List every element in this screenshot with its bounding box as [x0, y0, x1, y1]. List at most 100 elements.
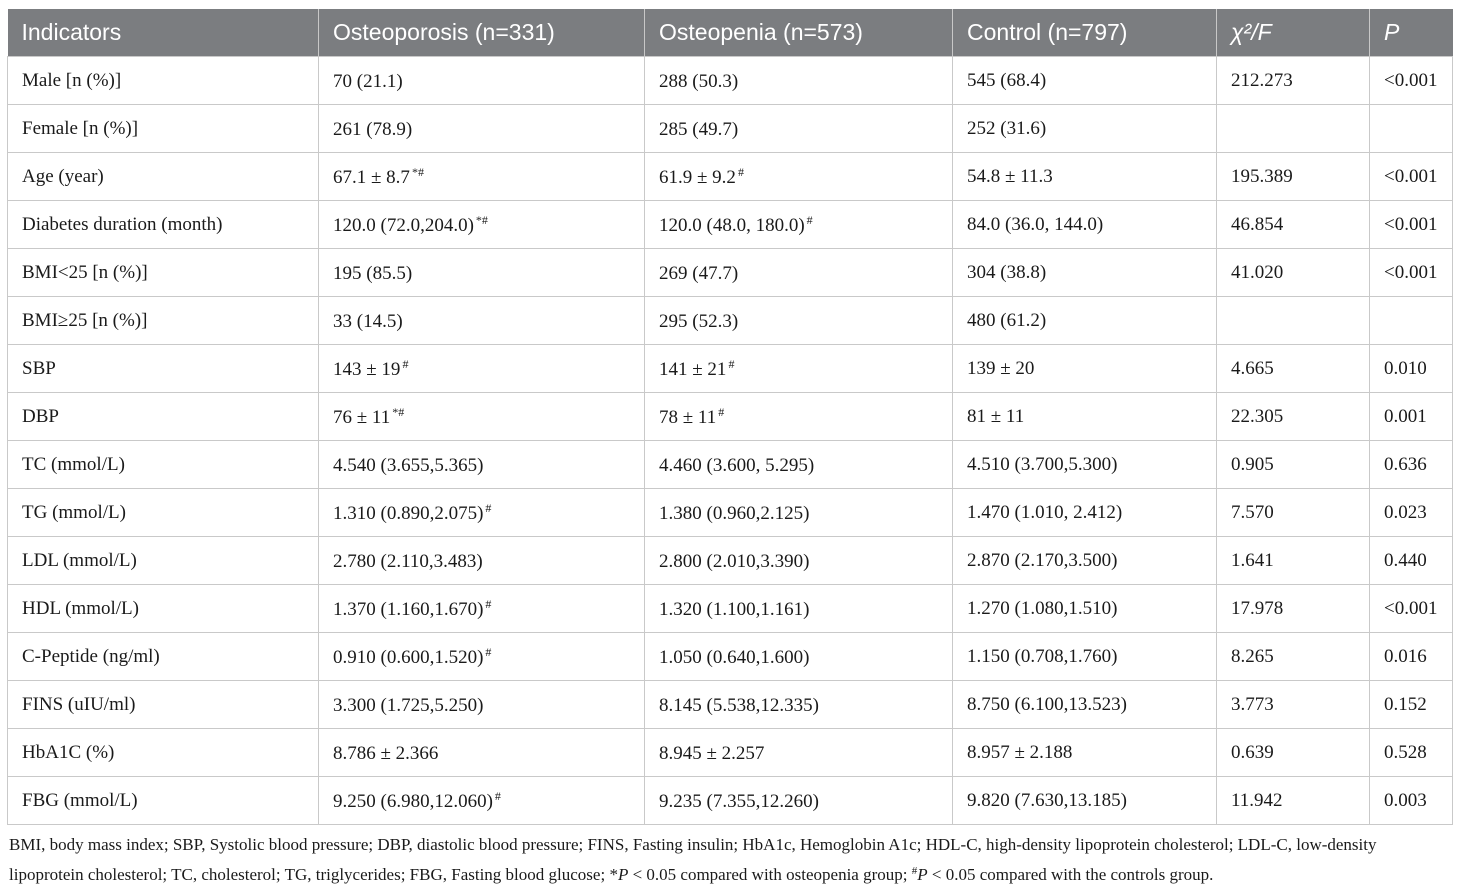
cell-osteoporosis-value: 67.1 ± 8.7 [333, 166, 410, 188]
table-row: Age (year) 67.1 ± 8.7 *# 61.9 ± 9.2 #54.8 ± … [7, 152, 1453, 201]
cell-osteoporosis: 76 ± 11 *# [318, 392, 645, 441]
cell-statistic-value: 8.265 [1231, 645, 1274, 667]
cell-statistic-value: 3.773 [1231, 693, 1274, 715]
cell-statistic-value: 46.854 [1231, 213, 1284, 235]
cell-control-value: 1.150 (0.708,1.760) [967, 645, 1118, 667]
cell-osteopenia-value: 285 (49.7) [659, 118, 739, 140]
cell-statistic: 11.942 [1216, 776, 1370, 825]
cell-control-value: 304 (38.8) [967, 261, 1047, 283]
cell-osteoporosis: 1.310 (0.890,2.075) # [318, 488, 645, 537]
cell-p-value-value: 0.636 [1384, 453, 1427, 475]
cell-control-value: 1.270 (1.080,1.510) [967, 597, 1118, 619]
cell-osteopenia-value: 120.0 (48.0, 180.0) [659, 214, 805, 236]
cell-indicator: Diabetes duration (month) [7, 200, 319, 249]
significance-mark: # [485, 596, 492, 611]
cell-osteoporosis-value: 3.300 (1.725,5.250) [333, 694, 484, 716]
cell-statistic-value: 11.942 [1231, 789, 1283, 811]
cell-statistic: 41.020 [1216, 248, 1370, 297]
cell-statistic: 195.389 [1216, 152, 1370, 201]
cell-control: 304 (38.8) [952, 248, 1217, 297]
cell-statistic: 1.641 [1216, 536, 1370, 585]
cell-control: 4.510 (3.700,5.300) [952, 440, 1217, 489]
cell-osteopenia: 1.380 (0.960,2.125) [644, 488, 953, 537]
cell-control: 8.750 (6.100,13.523) [952, 680, 1217, 729]
cell-control: 8.957 ± 2.188 [952, 728, 1217, 777]
cell-osteopenia: 141 ± 21 # [644, 344, 953, 393]
cell-indicator: HDL (mmol/L) [7, 584, 319, 633]
header-indicators: Indicators [7, 9, 319, 57]
cell-osteoporosis: 70 (21.1) [318, 56, 645, 105]
cell-osteoporosis: 2.780 (2.110,3.483) [318, 536, 645, 585]
table-body: Male [n (%)] 70 (21.1) 288 (50.3) 545 (68.4… [7, 56, 1453, 825]
cell-control: 1.270 (1.080,1.510) [952, 584, 1217, 633]
cell-statistic: 46.854 [1216, 200, 1370, 249]
significance-mark: *# [411, 164, 424, 179]
cell-control: 81 ± 11 [952, 392, 1217, 441]
cell-statistic: 0.639 [1216, 728, 1370, 777]
cell-indicator: Age (year) [7, 152, 319, 201]
cell-statistic-value: 41.020 [1231, 261, 1284, 283]
cell-p-value-value: <0.001 [1384, 597, 1438, 619]
cell-indicator-value: HbA1C (%) [22, 741, 115, 763]
cell-p-value-value: <0.001 [1384, 213, 1438, 235]
cell-osteoporosis-value: 33 (14.5) [333, 310, 403, 332]
table-row: TG (mmol/L) 1.310 (0.890,2.075) #1.380 (0.… [7, 488, 1453, 537]
cell-control-value: 8.750 (6.100,13.523) [967, 693, 1127, 715]
cell-indicator-value: BMI≥25 [n (%)] [22, 309, 148, 331]
cell-p-value: <0.001 [1369, 584, 1453, 633]
cell-osteoporosis: 195 (85.5) [318, 248, 645, 297]
cell-control-value: 139 ± 20 [967, 357, 1035, 379]
cell-indicator-value: FINS (uIU/ml) [22, 693, 136, 715]
cell-control-value: 480 (61.2) [967, 309, 1047, 331]
table-row: HDL (mmol/L) 1.370 (1.160,1.670) #1.320 (1… [7, 584, 1453, 633]
cell-p-value-value: <0.001 [1384, 69, 1438, 91]
cell-osteopenia: 61.9 ± 9.2 # [644, 152, 953, 201]
table-row: BMI≥25 [n (%)] 33 (14.5) 295 (52.3) 480 (61… [7, 296, 1453, 345]
cell-p-value-value: <0.001 [1384, 165, 1438, 187]
cell-control-value: 84.0 (36.0, 144.0) [967, 213, 1104, 235]
cell-indicator: BMI<25 [n (%)] [7, 248, 319, 297]
cell-indicator: C-Peptide (ng/ml) [7, 632, 319, 681]
cell-osteopenia-value: 61.9 ± 9.2 [659, 166, 736, 188]
cell-indicator-value: Age (year) [22, 165, 104, 187]
cell-osteopenia: 288 (50.3) [644, 56, 953, 105]
cell-control-value: 1.470 (1.010, 2.412) [967, 501, 1123, 523]
cell-control-value: 54.8 ± 11.3 [967, 165, 1053, 187]
cell-indicator: LDL (mmol/L) [7, 536, 319, 585]
cell-statistic: 3.773 [1216, 680, 1370, 729]
cell-p-value: 0.528 [1369, 728, 1453, 777]
cell-osteopenia-value: 8.145 (5.538,12.335) [659, 694, 819, 716]
cell-osteopenia-value: 1.320 (1.100,1.161) [659, 598, 810, 620]
cell-osteopenia: 8.945 ± 2.257 [644, 728, 953, 777]
cell-osteopenia: 9.235 (7.355,12.260) [644, 776, 953, 825]
cell-control-value: 545 (68.4) [967, 69, 1047, 91]
table-row: BMI<25 [n (%)] 195 (85.5) 269 (47.7) 304 (3… [7, 248, 1453, 297]
cell-p-value: 0.152 [1369, 680, 1453, 729]
cell-control: 1.150 (0.708,1.760) [952, 632, 1217, 681]
significance-mark: *# [392, 404, 405, 419]
cell-statistic: 8.265 [1216, 632, 1370, 681]
cell-indicator: Female [n (%)] [7, 104, 319, 153]
significance-mark: # [402, 356, 409, 371]
cell-osteopenia-value: 2.800 (2.010,3.390) [659, 550, 810, 572]
table-row: SBP 143 ± 19 #141 ± 21 #139 ± 20 4.665 0.010 [7, 344, 1453, 393]
header-row: Indicators Osteoporosis (n=331) Osteopen… [7, 9, 1453, 57]
cell-osteopenia: 8.145 (5.538,12.335) [644, 680, 953, 729]
cell-control-value: 252 (31.6) [967, 117, 1047, 139]
cell-indicator-value: LDL (mmol/L) [22, 549, 137, 571]
cell-osteoporosis: 33 (14.5) [318, 296, 645, 345]
cell-osteoporosis: 67.1 ± 8.7 *# [318, 152, 645, 201]
cell-osteoporosis-value: 8.786 ± 2.366 [333, 742, 439, 764]
cell-statistic: 212.273 [1216, 56, 1370, 105]
cell-p-value-value: 0.440 [1384, 549, 1427, 571]
cell-osteopenia-value: 4.460 (3.600, 5.295) [659, 454, 815, 476]
footnote-hash-text: < 0.05 compared with the controls group. [927, 865, 1214, 884]
cell-statistic-value: 7.570 [1231, 501, 1274, 523]
cell-osteoporosis-value: 76 ± 11 [333, 406, 391, 428]
cell-statistic-value: 212.273 [1231, 69, 1293, 91]
cell-control: 84.0 (36.0, 144.0) [952, 200, 1217, 249]
table-footnote: BMI, body mass index; SBP, Systolic bloo… [7, 832, 1449, 888]
cell-p-value-value: 0.001 [1384, 405, 1427, 427]
cell-osteoporosis: 9.250 (6.980,12.060) # [318, 776, 645, 825]
cell-osteopenia: 78 ± 11 # [644, 392, 953, 441]
